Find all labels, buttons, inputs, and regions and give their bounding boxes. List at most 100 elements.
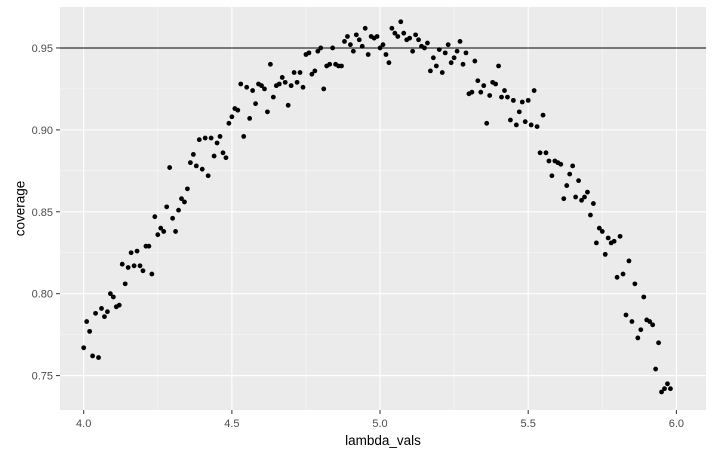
x-tick-label: 4.5	[224, 418, 239, 430]
data-point	[285, 102, 291, 108]
data-point	[386, 60, 392, 66]
data-point	[656, 340, 661, 346]
data-point	[428, 68, 433, 74]
data-point	[413, 32, 418, 38]
data-point	[484, 120, 490, 126]
data-point	[208, 135, 214, 141]
data-point	[665, 381, 670, 387]
data-point	[567, 171, 573, 177]
data-point	[407, 35, 413, 41]
data-point	[294, 79, 300, 85]
data-point	[288, 83, 294, 89]
data-point	[182, 199, 187, 205]
data-point	[448, 60, 454, 66]
data-point	[519, 99, 525, 105]
data-point	[167, 165, 173, 170]
x-axis-title: lambda_vals	[345, 433, 421, 448]
data-point	[442, 50, 448, 56]
data-point	[410, 48, 416, 54]
data-point	[534, 124, 540, 129]
data-point	[457, 39, 463, 44]
data-point	[312, 68, 318, 74]
data-point	[105, 309, 110, 315]
data-point	[398, 19, 404, 25]
data-point	[353, 32, 359, 38]
x-tick-label: 5.5	[521, 418, 536, 430]
data-point	[146, 243, 152, 249]
data-point	[478, 89, 484, 95]
y-tick-label: 0.95	[32, 43, 53, 55]
data-point	[430, 55, 436, 61]
data-point	[291, 70, 297, 75]
data-point	[647, 319, 653, 324]
data-point	[469, 89, 475, 95]
data-point	[202, 135, 208, 141]
data-point	[389, 25, 395, 31]
data-point	[602, 251, 608, 257]
data-point	[238, 81, 244, 87]
data-point	[460, 61, 466, 67]
data-point	[131, 263, 137, 269]
data-point	[528, 122, 534, 128]
data-point	[229, 114, 235, 120]
data-point	[463, 50, 469, 56]
data-point	[433, 63, 439, 69]
data-point	[496, 63, 501, 69]
data-point	[505, 94, 510, 100]
data-point	[282, 79, 288, 85]
data-point	[187, 160, 193, 166]
data-point	[110, 294, 116, 300]
data-point	[579, 197, 584, 203]
data-point	[179, 196, 184, 202]
data-point	[374, 34, 380, 39]
data-point	[161, 229, 167, 234]
data-point	[241, 134, 247, 139]
data-point	[137, 263, 143, 269]
data-point	[217, 134, 223, 139]
data-point	[487, 93, 493, 98]
data-point	[262, 86, 267, 92]
data-point	[81, 345, 87, 351]
data-point	[164, 204, 170, 210]
data-point	[96, 355, 101, 360]
data-point	[309, 71, 315, 77]
data-point	[593, 240, 599, 246]
data-point	[176, 207, 181, 213]
y-tick-label: 0.80	[32, 289, 53, 301]
data-point	[558, 161, 564, 167]
data-point	[570, 163, 576, 169]
data-point	[205, 173, 211, 179]
data-point	[128, 250, 134, 256]
data-point	[513, 122, 519, 128]
data-point	[395, 34, 401, 39]
data-point	[267, 61, 273, 67]
data-point	[276, 81, 282, 87]
y-axis-ticks: 0.75 0.80 0.85 0.90 0.95	[32, 43, 60, 383]
data-point	[193, 163, 199, 169]
plot-panel	[60, 7, 706, 410]
data-point	[416, 37, 421, 43]
data-point	[356, 37, 362, 43]
data-point	[620, 271, 626, 277]
data-point	[125, 265, 131, 270]
y-tick-label: 0.85	[32, 207, 53, 219]
data-point	[614, 274, 620, 280]
data-point	[259, 83, 264, 89]
data-point	[87, 328, 93, 334]
data-point	[190, 152, 196, 157]
data-point	[315, 48, 321, 54]
data-point	[134, 248, 140, 254]
data-point	[253, 101, 258, 107]
data-point	[481, 83, 487, 89]
data-point	[235, 107, 241, 113]
data-point	[561, 196, 567, 202]
data-point	[611, 238, 617, 244]
data-point	[638, 327, 644, 333]
data-point	[641, 294, 647, 300]
data-point	[588, 212, 593, 218]
data-point	[185, 186, 190, 192]
data-point	[668, 386, 673, 392]
data-point	[537, 150, 543, 156]
data-point	[214, 140, 220, 146]
